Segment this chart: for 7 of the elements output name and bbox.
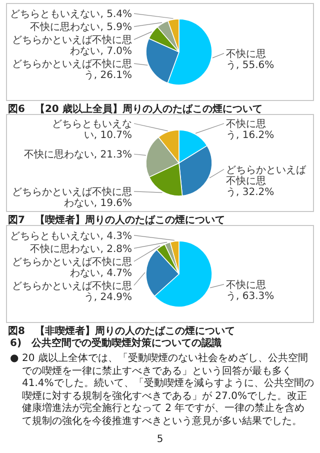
- text: 20 歳以上全体では、「受動喫煙のない社会をめざし、公共空間での喫煙を一律に禁止すべきである」という回答が最も多く 41.4%でした。続いて、「受動喫煙を減らすように、公共空間の喫煙に対する規制を強化すべきである」が 27.0%でした。改正健康増進法が完全施行となって 2 年ですが、一律の禁止を含めて規制の強化を今後推進すべきという意見が多い結果でした。: [22, 353, 314, 426]
- text: 図7 【喫煙者】周りの人のたばこの煙について: [8, 214, 225, 227]
- text: 6) 公共空間での受動喫煙対策についての認識: [10, 336, 223, 350]
- text: 図8 【非喫煙者】周りの人のたばこの煙について: [8, 324, 235, 337]
- text: 5: [156, 434, 164, 445]
- text: ●: [10, 353, 19, 366]
- text: 図6 【20 歳以上全員】周りの人のたばこの煙について: [8, 102, 262, 116]
